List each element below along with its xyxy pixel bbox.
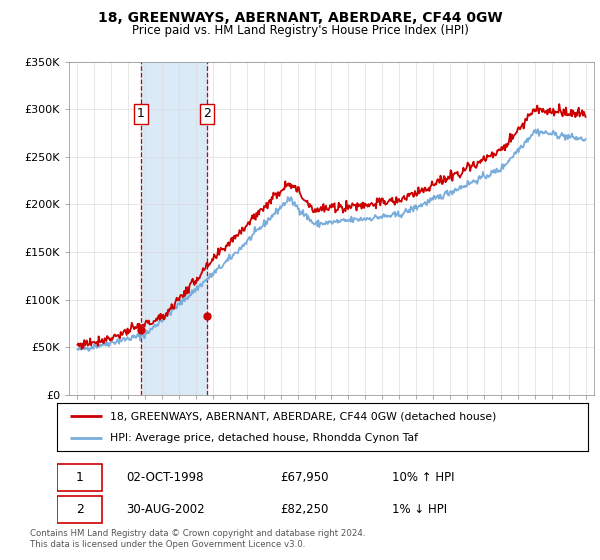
Text: 2: 2 [203, 108, 211, 120]
Text: Contains HM Land Registry data © Crown copyright and database right 2024.
This d: Contains HM Land Registry data © Crown c… [30, 529, 365, 549]
Text: £67,950: £67,950 [280, 471, 329, 484]
FancyBboxPatch shape [57, 464, 102, 491]
Text: 02-OCT-1998: 02-OCT-1998 [126, 471, 203, 484]
Bar [141, 62, 208, 395]
Text: 1: 1 [76, 471, 84, 484]
Text: 1: 1 [137, 108, 145, 120]
Text: 1% ↓ HPI: 1% ↓ HPI [392, 503, 446, 516]
Text: £82,250: £82,250 [280, 503, 328, 516]
Text: 2: 2 [76, 503, 84, 516]
Text: Price paid vs. HM Land Registry's House Price Index (HPI): Price paid vs. HM Land Registry's House … [131, 24, 469, 36]
Text: HPI: Average price, detached house, Rhondda Cynon Taf: HPI: Average price, detached house, Rhon… [110, 433, 418, 443]
Text: 10% ↑ HPI: 10% ↑ HPI [392, 471, 454, 484]
Text: 18, GREENWAYS, ABERNANT, ABERDARE, CF44 0GW: 18, GREENWAYS, ABERNANT, ABERDARE, CF44 … [98, 11, 502, 25]
FancyBboxPatch shape [57, 496, 102, 523]
Text: 30-AUG-2002: 30-AUG-2002 [126, 503, 205, 516]
Text: 18, GREENWAYS, ABERNANT, ABERDARE, CF44 0GW (detached house): 18, GREENWAYS, ABERNANT, ABERDARE, CF44 … [110, 411, 496, 421]
